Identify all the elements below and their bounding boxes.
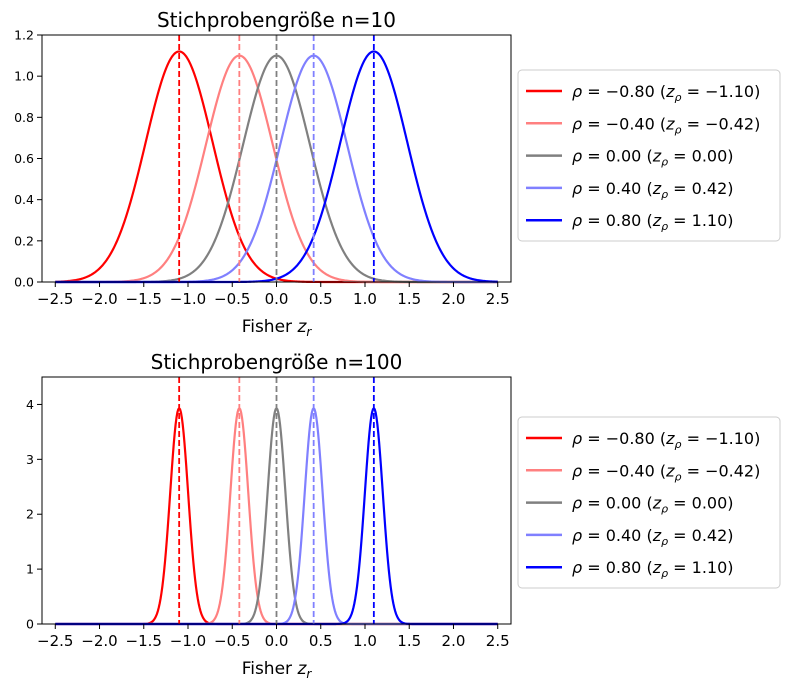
y-tick-label: 1.0 bbox=[14, 69, 34, 84]
y-tick-label: 1.2 bbox=[14, 28, 34, 43]
y-tick-label: 0.6 bbox=[14, 151, 34, 166]
chart-title: Stichprobengröße n=10 bbox=[157, 8, 396, 32]
legend-entry-label: ρ = 0.40 (zρ = 0.42) bbox=[572, 526, 734, 548]
y-tick-label: 0.4 bbox=[14, 192, 34, 207]
x-tick-label: −2.0 bbox=[81, 632, 117, 650]
x-tick-label: −0.5 bbox=[214, 290, 250, 308]
x-axis-label: Fisher zr bbox=[242, 659, 313, 681]
x-tick-label: 0.5 bbox=[309, 632, 333, 650]
subplot-2: Stichprobengröße n=100 −2.5 −2.0 −1.5 −1.0 −0… bbox=[26, 350, 781, 681]
y-tick-label: 0.8 bbox=[14, 110, 34, 125]
y-tick-label: 0 bbox=[26, 617, 34, 632]
x-tick-label: −1.0 bbox=[170, 632, 206, 650]
x-tick-label: 1.5 bbox=[397, 632, 421, 650]
legend-entry-label: ρ = 0.40 (zρ = 0.42) bbox=[572, 179, 734, 201]
x-tick-label: −2.0 bbox=[81, 290, 117, 308]
x-tick-label: 0.0 bbox=[265, 632, 289, 650]
x-tick-label: −1.0 bbox=[170, 290, 206, 308]
y-tick-label: 0.0 bbox=[14, 275, 34, 290]
x-tick-label: −2.5 bbox=[37, 290, 73, 308]
x-tick-label: 0.0 bbox=[265, 290, 289, 308]
legend: ρ = −0.80 (zρ = −1.10) ρ = −0.40 (zρ = −0… bbox=[517, 416, 781, 589]
legend-entry-label: ρ = 0.80 (zρ = 1.10) bbox=[572, 211, 734, 233]
x-tick-label: −1.5 bbox=[126, 290, 162, 308]
legend-entry-label: ρ = −0.80 (zρ = −1.10) bbox=[572, 429, 760, 451]
legend-entry-label: ρ = 0.00 (zρ = 0.00) bbox=[572, 147, 734, 169]
legend-box bbox=[517, 416, 781, 589]
subplot-1: Stichprobengröße n=10 −2.5 −2.0 −1.5 −1.0 −0.… bbox=[14, 8, 781, 339]
legend-entry-label: ρ = 0.80 (zρ = 1.10) bbox=[572, 558, 734, 580]
x-tick-label: 1.5 bbox=[397, 290, 421, 308]
legend: ρ = −0.80 (zρ = −1.10) ρ = −0.40 (zρ = −0… bbox=[517, 69, 781, 242]
y-tick-label: 3 bbox=[26, 452, 34, 467]
x-tick-label: 0.5 bbox=[309, 290, 333, 308]
x-tick-label: 1.0 bbox=[353, 632, 377, 650]
x-tick-label: 2.5 bbox=[486, 632, 510, 650]
legend-entry-label: ρ = −0.40 (zρ = −0.42) bbox=[572, 461, 760, 483]
x-tick-label: 2.0 bbox=[442, 290, 466, 308]
x-tick-label: −1.5 bbox=[126, 632, 162, 650]
x-tick-label: −2.5 bbox=[37, 632, 73, 650]
legend-entry-label: ρ = 0.00 (zρ = 0.00) bbox=[572, 494, 734, 516]
x-tick-label: 1.0 bbox=[353, 290, 377, 308]
y-tick-label: 0.2 bbox=[14, 233, 34, 248]
y-tick-label: 1 bbox=[26, 562, 34, 577]
chart-title: Stichprobengröße n=100 bbox=[151, 350, 403, 374]
x-axis-label: Fisher zr bbox=[242, 317, 313, 339]
legend-entry-label: ρ = −0.40 (zρ = −0.42) bbox=[572, 114, 760, 136]
x-tick-label: 2.0 bbox=[442, 632, 466, 650]
y-tick-label: 4 bbox=[26, 397, 34, 412]
legend-box bbox=[517, 69, 781, 242]
x-tick-label: 2.5 bbox=[486, 290, 510, 308]
x-tick-label: −0.5 bbox=[214, 632, 250, 650]
legend-entry-label: ρ = −0.80 (zρ = −1.10) bbox=[572, 82, 760, 104]
y-tick-label: 2 bbox=[26, 507, 34, 522]
